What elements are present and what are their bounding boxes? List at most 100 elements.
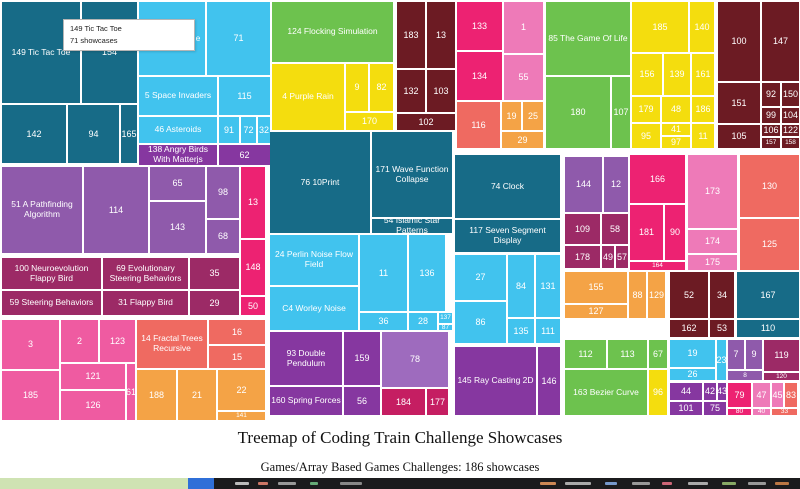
treemap-cell-92[interactable]: 92 (762, 83, 780, 106)
treemap-cell-96[interactable]: 96 (649, 370, 667, 415)
treemap-cell-13[interactable]: 13 (241, 167, 265, 238)
treemap-cell-72[interactable]: 72 (241, 117, 256, 143)
treemap-cell-90[interactable]: 90 (665, 205, 685, 260)
treemap-cell-161[interactable]: 161 (692, 54, 714, 95)
treemap-cell-29[interactable]: 29 (190, 291, 239, 315)
treemap-cell-105[interactable]: 105 (718, 125, 760, 148)
treemap-cell-115[interactable]: 115 (219, 77, 270, 115)
treemap-cell-46-asteroids[interactable]: 46 Asteroids (139, 117, 217, 143)
treemap-cell-140[interactable]: 140 (690, 2, 714, 52)
treemap-cell-175[interactable]: 175 (688, 255, 737, 270)
treemap-cell-145-ray-casting-2d[interactable]: 145 Ray Casting 2D (455, 347, 536, 415)
treemap-cell-129[interactable]: 129 (648, 272, 665, 318)
treemap-cell-188[interactable]: 188 (137, 370, 176, 420)
treemap-cell-154[interactable]: 154 (82, 2, 137, 103)
treemap-cell-185[interactable]: 185 (632, 2, 688, 52)
treemap-cell-59-steering-behaviors[interactable]: 59 Steering Behaviors (2, 291, 101, 315)
treemap-cell-80[interactable]: 80 (728, 409, 751, 415)
treemap-cell-119[interactable]: 119 (764, 340, 799, 371)
treemap-cell-91[interactable]: 91 (219, 117, 239, 143)
treemap-cell-174[interactable]: 174 (688, 230, 737, 253)
treemap-cell-47[interactable]: 47 (753, 383, 770, 407)
treemap-cell-94[interactable]: 94 (68, 105, 119, 163)
treemap-cell-177[interactable]: 177 (427, 389, 448, 415)
treemap-cell-78[interactable]: 78 (382, 332, 448, 387)
treemap-cell-127[interactable]: 127 (565, 305, 627, 318)
treemap-cell-122[interactable]: 122 (782, 125, 799, 136)
treemap-cell-93-double-pendulum[interactable]: 93 Double Pendulum (270, 332, 342, 385)
treemap-cell-11[interactable]: 11 (360, 235, 407, 311)
treemap-cell-33[interactable]: 33 (772, 409, 797, 415)
treemap-cell-50[interactable]: 50 (241, 297, 265, 315)
treemap-cell-183[interactable]: 183 (397, 2, 425, 68)
treemap-cell-7[interactable]: 7 (728, 340, 744, 369)
treemap-cell-83[interactable]: 83 (785, 383, 797, 407)
treemap-cell-84[interactable]: 84 (508, 255, 534, 317)
treemap-cell-106[interactable]: 106 (762, 125, 780, 136)
treemap-cell-142[interactable]: 142 (2, 105, 66, 163)
treemap-cell-69-evolutionary-steering-behaviors[interactable]: 69 Evolutionary Steering Behaviors (103, 258, 188, 289)
treemap-cell-100-neuroevolution-flappy-bird[interactable]: 100 Neuroevolution Flappy Bird (2, 258, 101, 289)
treemap-cell-75[interactable]: 75 (704, 402, 726, 415)
treemap-cell-147[interactable]: 147 (762, 2, 799, 81)
treemap-cell-151[interactable]: 151 (718, 83, 760, 123)
treemap-cell-41[interactable]: 41 (662, 124, 690, 135)
treemap-cell-157[interactable]: 157 (762, 138, 780, 148)
treemap-cell-88[interactable]: 88 (629, 272, 646, 318)
treemap-cell-101[interactable]: 101 (670, 402, 702, 415)
treemap-cell-164[interactable]: 164 (630, 262, 685, 270)
treemap-cell-40[interactable]: 40 (753, 409, 770, 415)
treemap-cell-57[interactable]: 57 (616, 246, 628, 268)
treemap-cell-139[interactable]: 139 (664, 54, 690, 95)
treemap-cell-2[interactable]: 2 (61, 320, 98, 362)
treemap-cell-71[interactable]: 71 (207, 2, 270, 75)
treemap-cell-97[interactable]: 97 (662, 137, 690, 148)
treemap-cell-158[interactable]: 158 (782, 138, 799, 148)
treemap-cell-123[interactable]: 123 (100, 320, 135, 362)
treemap-cell-24-perlin-noise-flow-field[interactable]: 24 Perlin Noise Flow Field (270, 235, 358, 285)
treemap-cell-126[interactable]: 126 (61, 391, 125, 420)
treemap-cell-15[interactable]: 15 (209, 346, 265, 368)
treemap-cell-19[interactable]: 19 (502, 102, 521, 130)
treemap-cell-167[interactable]: 167 (737, 272, 799, 318)
treemap-cell-107[interactable]: 107 (612, 77, 630, 148)
treemap-cell-44[interactable]: 44 (670, 383, 702, 400)
treemap-cell-173[interactable]: 173 (688, 155, 737, 228)
treemap-cell-112[interactable]: 112 (565, 340, 606, 368)
treemap-cell-55[interactable]: 55 (504, 55, 543, 100)
treemap-cell-8[interactable]: 8 (728, 371, 762, 380)
treemap-cell-138-angry-birds-with-matterjs[interactable]: 138 Angry Birds With Matterjs (139, 145, 217, 165)
treemap-cell-12[interactable]: 12 (604, 157, 628, 212)
treemap-cell-56[interactable]: 56 (344, 387, 380, 415)
treemap-cell-104[interactable]: 104 (782, 108, 799, 123)
treemap-cell-58[interactable]: 58 (602, 214, 628, 244)
treemap-cell-67[interactable]: 67 (649, 340, 667, 368)
treemap-cell-143[interactable]: 143 (150, 202, 205, 253)
treemap-cell-100[interactable]: 100 (718, 2, 760, 81)
treemap-cell-160-spring-forces[interactable]: 160 Spring Forces (270, 387, 342, 415)
treemap-cell-19[interactable]: 19 (670, 340, 715, 367)
treemap-cell-114[interactable]: 114 (84, 167, 148, 253)
treemap-cell-135[interactable]: 135 (508, 319, 534, 343)
treemap-cell-150[interactable]: 150 (782, 83, 799, 106)
treemap-cell-141[interactable]: 141 (218, 412, 265, 420)
treemap-cell-134[interactable]: 134 (457, 52, 502, 100)
treemap-cell-144[interactable]: 144 (565, 157, 602, 212)
treemap-cell-117-seven-segment-display[interactable]: 117 Seven Segment Display (455, 220, 560, 252)
treemap-cell-11[interactable]: 11 (692, 124, 714, 148)
treemap-cell-51-a-pathfinding-algorithm[interactable]: 51 A Pathfinding Algorithm (2, 167, 82, 253)
treemap-cell-9[interactable]: 9 (746, 340, 762, 369)
treemap-cell-13[interactable]: 13 (427, 2, 455, 68)
treemap-cell-98[interactable]: 98 (207, 167, 239, 218)
treemap-cell-1[interactable]: 1 (504, 2, 543, 53)
treemap-cell-137[interactable]: 137 (439, 313, 452, 323)
treemap-cell-121[interactable]: 121 (61, 364, 125, 389)
treemap-cell-170[interactable]: 170 (346, 113, 393, 130)
treemap-cell-179[interactable]: 179 (632, 97, 660, 122)
treemap-cell-23[interactable]: 23 (717, 340, 726, 380)
treemap-cell-136[interactable]: 136 (409, 235, 445, 311)
treemap-cell-185[interactable]: 185 (2, 371, 59, 420)
treemap-cell-31-flappy-bird[interactable]: 31 Flappy Bird (103, 291, 188, 315)
treemap-cell-34[interactable]: 34 (710, 272, 734, 318)
treemap-cell-52[interactable]: 52 (670, 272, 708, 318)
